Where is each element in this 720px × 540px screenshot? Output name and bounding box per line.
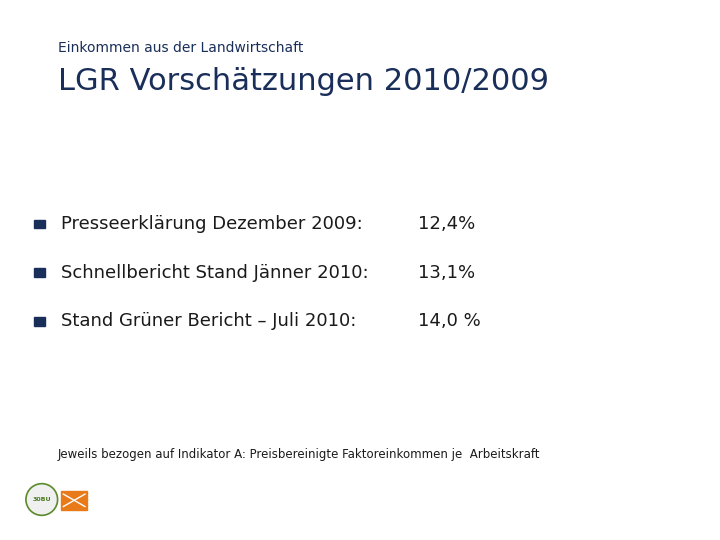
Text: 14,0 %: 14,0 % <box>418 312 480 330</box>
Text: 30BU: 30BU <box>32 497 51 502</box>
Text: Stand Grüner Bericht – Juli 2010:: Stand Grüner Bericht – Juli 2010: <box>61 312 356 330</box>
FancyBboxPatch shape <box>34 317 45 326</box>
Text: Einkommen aus der Landwirtschaft: Einkommen aus der Landwirtschaft <box>58 40 303 55</box>
Text: Jeweils bezogen auf Indikator A: Preisbereinigte Faktoreinkommen je  Arbeitskraf: Jeweils bezogen auf Indikator A: Preisbe… <box>58 448 540 461</box>
FancyBboxPatch shape <box>34 268 45 277</box>
Ellipse shape <box>26 484 58 515</box>
FancyBboxPatch shape <box>34 220 45 228</box>
Text: 12,4%: 12,4% <box>418 215 475 233</box>
Text: LGR Vorschätzungen 2010/2009: LGR Vorschätzungen 2010/2009 <box>58 68 549 97</box>
Text: Presseerklärung Dezember 2009:: Presseerklärung Dezember 2009: <box>61 215 363 233</box>
Text: Schnellbericht Stand Jänner 2010:: Schnellbericht Stand Jänner 2010: <box>61 264 369 282</box>
FancyBboxPatch shape <box>61 491 87 510</box>
Text: 13,1%: 13,1% <box>418 264 474 282</box>
